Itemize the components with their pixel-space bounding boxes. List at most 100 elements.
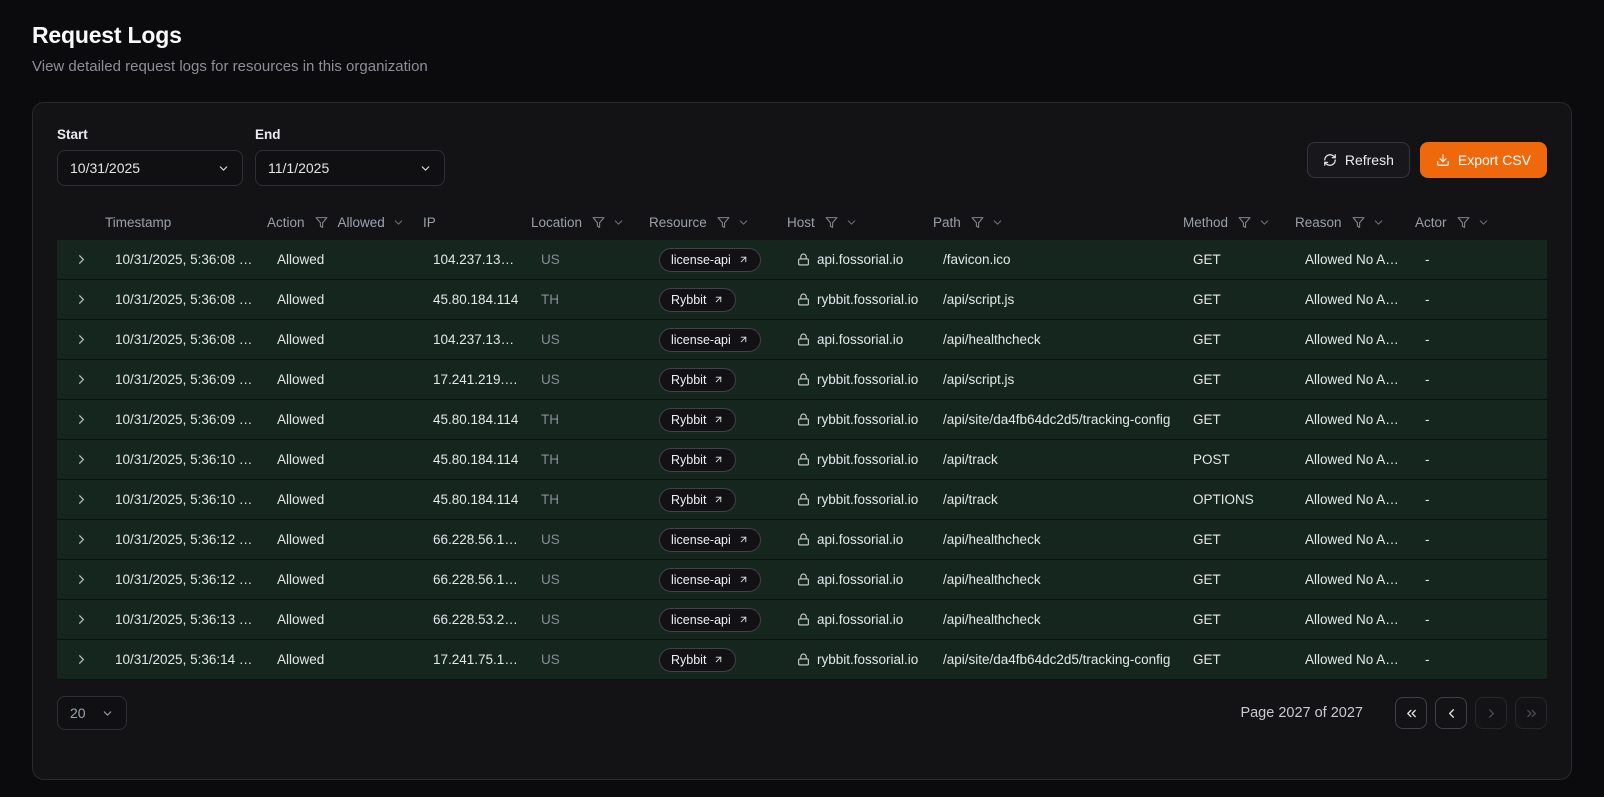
refresh-button[interactable]: Refresh [1306, 142, 1410, 178]
cell-timestamp: 10/31/2025, 5:36:12 PM [115, 572, 260, 587]
cell-path: /api/site/da4fb64dc2d5/tracking-config [943, 412, 1171, 427]
chevron-down-icon[interactable] [1372, 216, 1385, 229]
resource-badge[interactable]: Rybbit [659, 287, 737, 312]
resource-name: Rybbit [671, 652, 707, 667]
expand-row-icon[interactable] [74, 252, 89, 267]
cell-path: /api/healthcheck [943, 532, 1041, 547]
filter-icon[interactable] [592, 216, 605, 229]
export-csv-button[interactable]: Export CSV [1419, 142, 1547, 178]
resource-badge[interactable]: Rybbit [659, 407, 737, 432]
request-logs-table: Timestamp Action Allowed IP Location [57, 204, 1547, 680]
lock-icon [798, 613, 809, 626]
table-row[interactable]: 10/31/2025, 5:36:08 PM Allowed 104.237.1… [57, 240, 1547, 280]
cell-actor: - [1425, 332, 1430, 347]
expand-row-icon[interactable] [74, 532, 89, 547]
resource-name: Rybbit [671, 452, 707, 467]
expand-row-icon[interactable] [74, 412, 89, 427]
chevron-right-icon [1488, 708, 1494, 718]
cell-path: /api/healthcheck [943, 332, 1041, 347]
chevron-down-icon[interactable] [991, 216, 1004, 229]
chevron-down-icon[interactable] [392, 216, 405, 229]
resource-badge[interactable]: Rybbit [659, 367, 737, 392]
end-date-select[interactable]: 11/1/2025 [255, 150, 445, 186]
chevron-down-icon[interactable] [1477, 216, 1490, 229]
table-row[interactable]: 10/31/2025, 5:36:08 PM Allowed 45.80.184… [57, 280, 1547, 320]
table-row[interactable]: 10/31/2025, 5:36:12 PM Allowed 66.228.56… [57, 560, 1547, 600]
lock-icon [798, 653, 809, 666]
resource-badge[interactable]: license-api [659, 247, 761, 272]
resource-badge[interactable]: Rybbit [659, 447, 737, 472]
controls-row: Start 10/31/2025 End 11/1/2025 Refresh [57, 127, 1547, 186]
table-row[interactable]: 10/31/2025, 5:36:09 PM Allowed 17.241.21… [57, 360, 1547, 400]
table-row[interactable]: 10/31/2025, 5:36:14 PM Allowed 17.241.75… [57, 640, 1547, 680]
chevron-down-icon[interactable] [1258, 216, 1271, 229]
table-row[interactable]: 10/31/2025, 5:36:10 PM Allowed 45.80.184… [57, 440, 1547, 480]
previous-page-button[interactable] [1435, 697, 1467, 729]
filter-icon[interactable] [717, 216, 730, 229]
resource-badge[interactable]: license-api [659, 567, 761, 592]
last-page-button[interactable] [1515, 697, 1547, 729]
start-date-select[interactable]: 10/31/2025 [57, 150, 243, 186]
cell-resource: license-api [649, 607, 787, 632]
start-label: Start [57, 127, 88, 142]
chevron-down-icon[interactable] [612, 216, 625, 229]
table-row[interactable]: 10/31/2025, 5:36:12 PM Allowed 66.228.56… [57, 520, 1547, 560]
next-page-button[interactable] [1475, 697, 1507, 729]
expand-row-icon[interactable] [74, 292, 89, 307]
expand-row-icon[interactable] [74, 492, 89, 507]
resource-badge[interactable]: license-api [659, 527, 761, 552]
cell-resource: Rybbit [649, 647, 787, 672]
filter-icon[interactable] [825, 216, 838, 229]
expand-row-icon[interactable] [74, 452, 89, 467]
first-page-button[interactable] [1395, 697, 1427, 729]
filter-icon[interactable] [971, 216, 984, 229]
column-header-resource: Resource [649, 215, 787, 230]
table-row[interactable]: 10/31/2025, 5:36:13 PM Allowed 66.228.53… [57, 600, 1547, 640]
cell-action: Allowed [277, 332, 325, 347]
table-row[interactable]: 10/31/2025, 5:36:10 PM Allowed 45.80.184… [57, 480, 1547, 520]
expand-row-icon[interactable] [74, 372, 89, 387]
chevron-down-icon[interactable] [845, 216, 858, 229]
cell-resource: license-api [649, 567, 787, 592]
lock-icon [798, 253, 809, 266]
expand-row-icon[interactable] [74, 612, 89, 627]
cell-location: US [541, 612, 560, 627]
resource-badge[interactable]: license-api [659, 327, 761, 352]
cell-method: GET [1193, 612, 1221, 627]
cell-timestamp: 10/31/2025, 5:36:08 PM [115, 332, 260, 347]
cell-ip: 17.241.75.186 [433, 652, 520, 667]
expand-row-icon[interactable] [74, 332, 89, 347]
cell-method: GET [1193, 372, 1221, 387]
cell-location: TH [541, 452, 559, 467]
cell-host: rybbit.fossorial.io [787, 492, 933, 507]
resource-badge[interactable]: license-api [659, 607, 761, 632]
filter-icon[interactable] [1238, 216, 1251, 229]
host-name: api.fossorial.io [817, 332, 904, 347]
chevron-left-icon [1448, 708, 1454, 718]
resource-badge[interactable]: Rybbit [659, 487, 737, 512]
cell-reason: Allowed No Auth [1305, 492, 1405, 507]
table-row[interactable]: 10/31/2025, 5:36:08 PM Allowed 104.237.1… [57, 320, 1547, 360]
expand-row-icon[interactable] [74, 572, 89, 587]
chevron-down-icon[interactable] [737, 216, 750, 229]
cell-path: /api/script.js [943, 372, 1015, 387]
expand-row-icon[interactable] [74, 652, 89, 667]
action-filter-value[interactable]: Allowed [337, 214, 385, 230]
cell-location: US [541, 252, 560, 267]
cell-location: US [541, 332, 560, 347]
page-size-select[interactable]: 20 [57, 696, 127, 730]
toolbar-actions: Refresh Export CSV [1306, 142, 1547, 178]
filter-icon[interactable] [1457, 216, 1470, 229]
filter-icon[interactable] [1352, 216, 1365, 229]
table-row[interactable]: 10/31/2025, 5:36:09 PM Allowed 45.80.184… [57, 400, 1547, 440]
resource-badge[interactable]: Rybbit [659, 647, 737, 672]
column-header-ip: IP [423, 214, 436, 230]
cell-reason: Allowed No Auth [1305, 332, 1405, 347]
cell-host: api.fossorial.io [787, 252, 933, 267]
cell-actor: - [1425, 652, 1430, 667]
page-title: Request Logs [32, 22, 182, 48]
cell-actor: - [1425, 412, 1430, 427]
filter-icon[interactable] [315, 216, 328, 229]
cell-host: rybbit.fossorial.io [787, 292, 933, 307]
arrow-up-right-icon [716, 296, 722, 303]
